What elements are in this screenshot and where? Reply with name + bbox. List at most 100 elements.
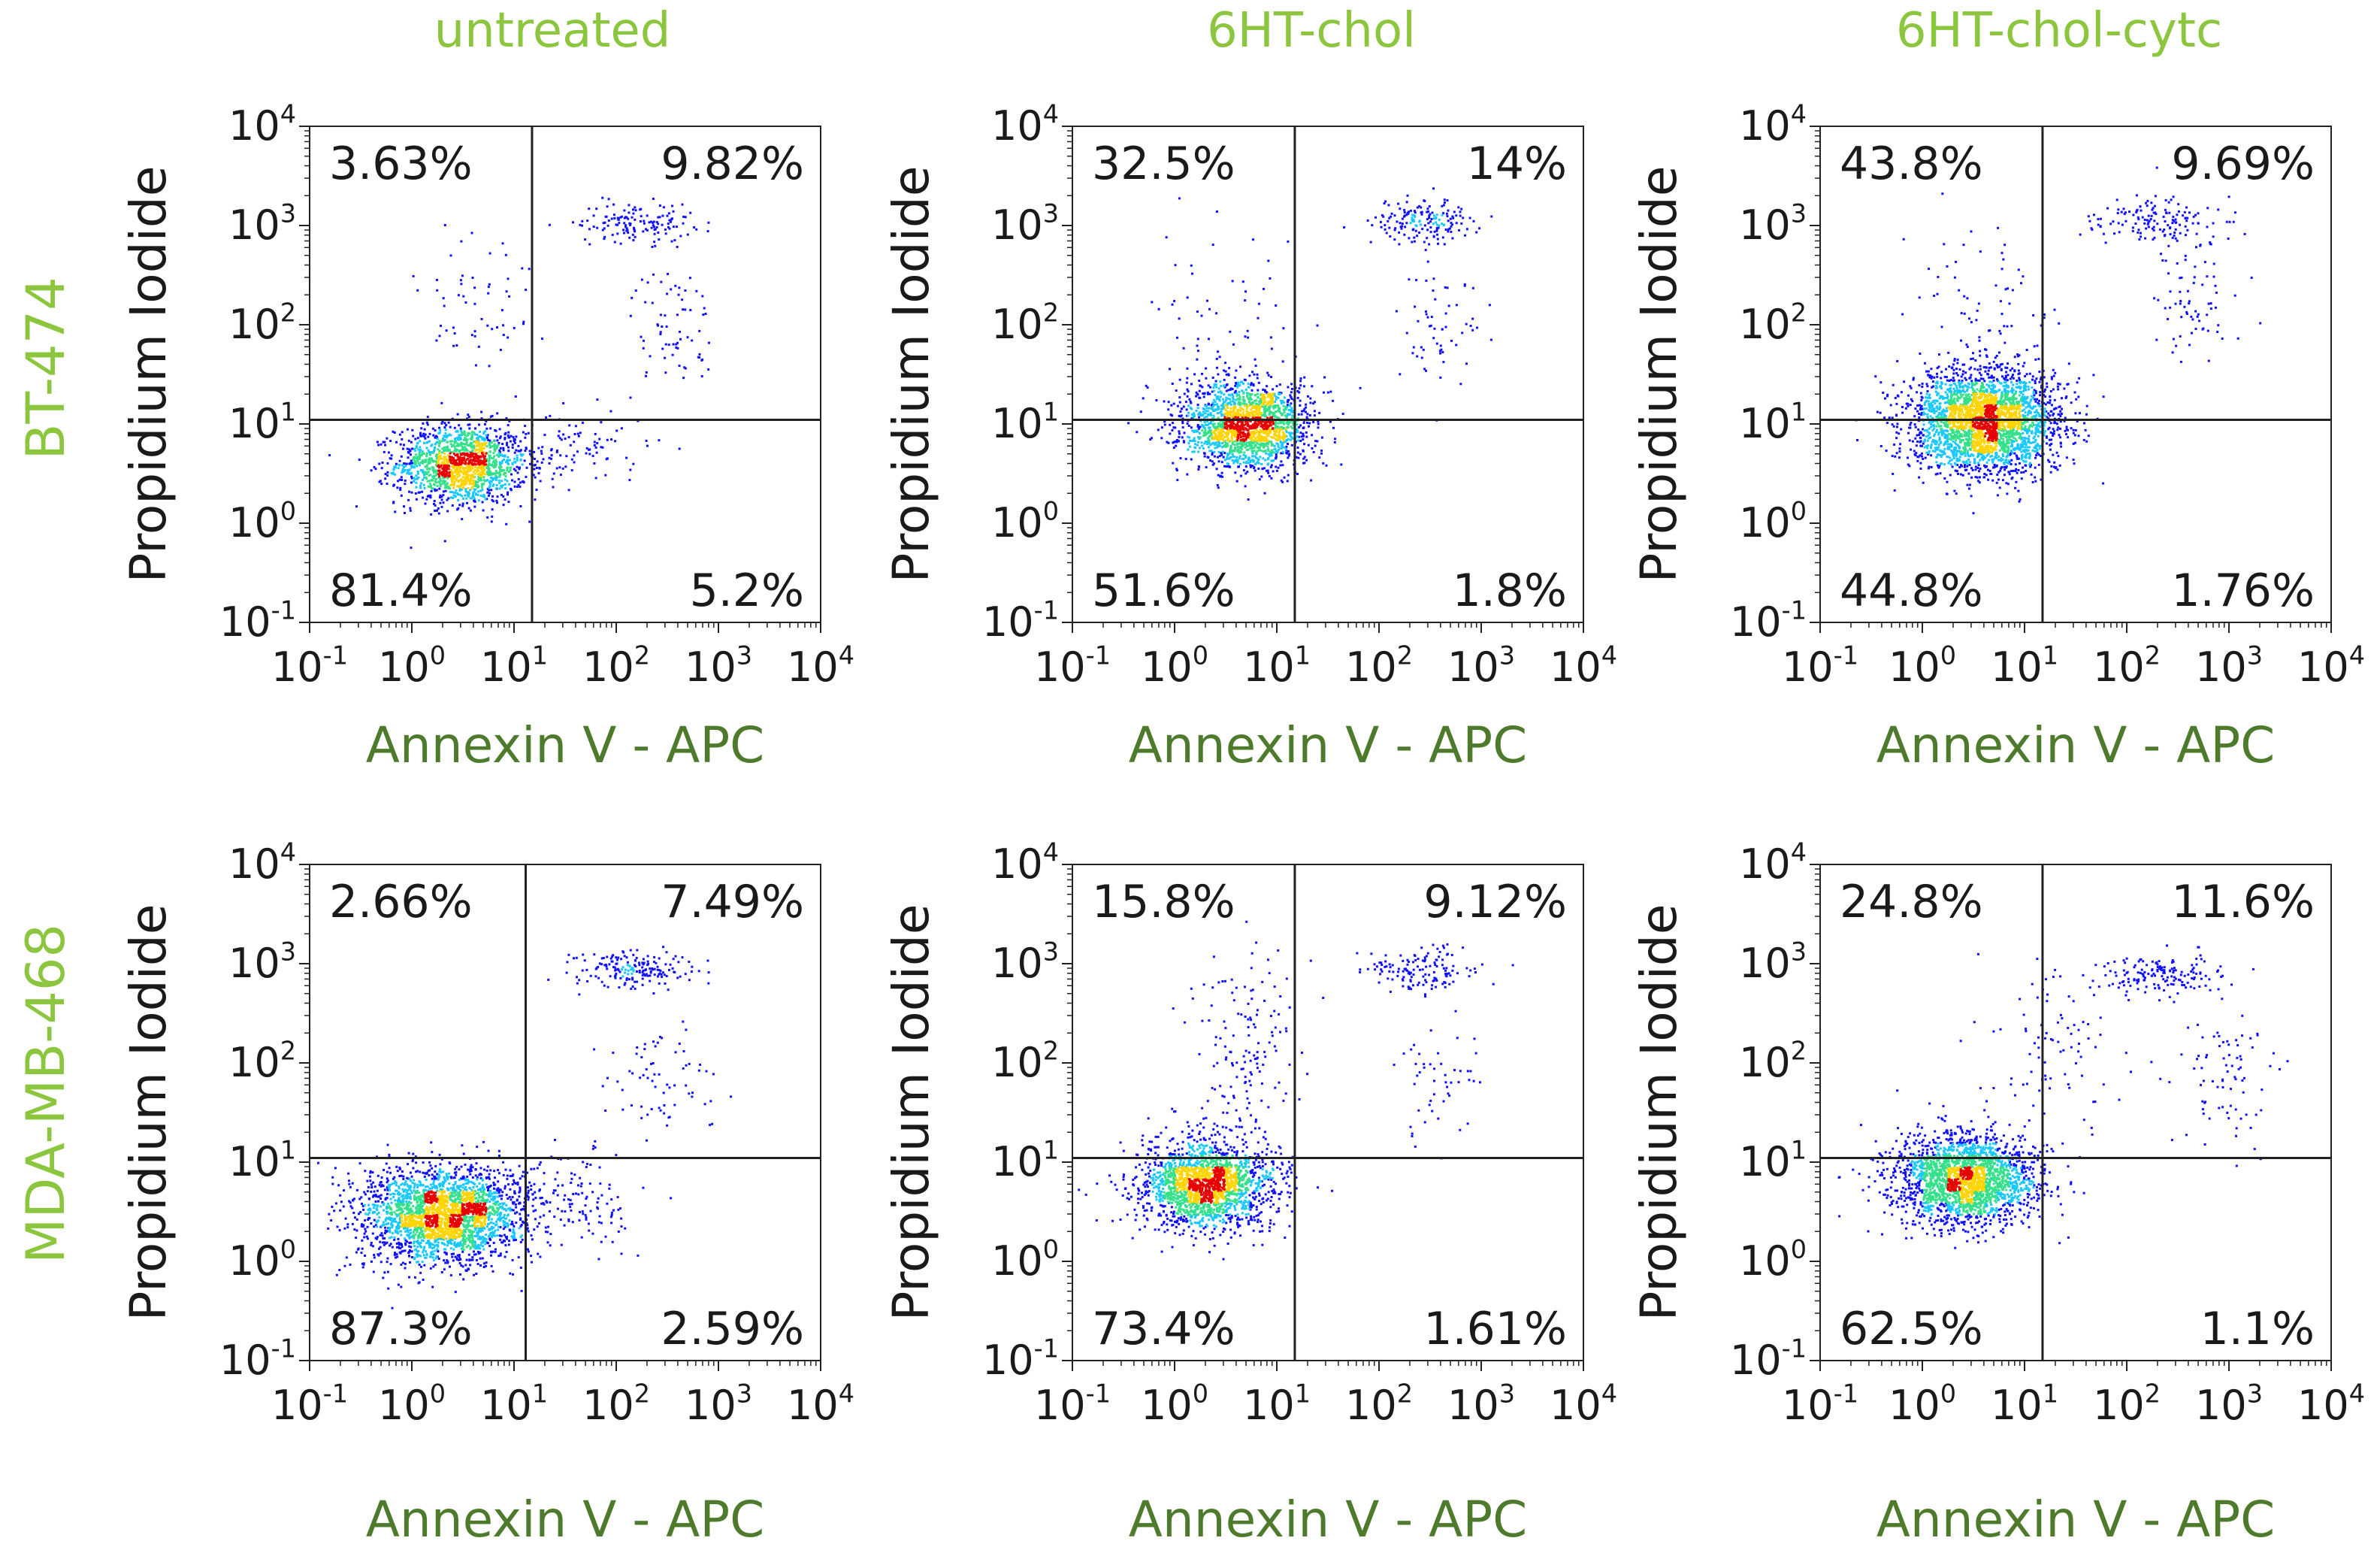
data-point <box>557 434 560 437</box>
data-point <box>1891 416 1894 419</box>
data-point <box>463 458 465 461</box>
data-point <box>1256 430 1259 433</box>
data-point <box>501 459 504 462</box>
data-point <box>425 447 428 450</box>
data-point <box>474 455 477 457</box>
data-point <box>2011 289 2014 292</box>
data-point <box>2212 262 2215 265</box>
data-point <box>518 468 521 471</box>
data-point <box>1435 342 1438 345</box>
data-point <box>1422 348 1425 351</box>
data-point <box>1188 439 1191 442</box>
data-point <box>1979 374 1982 377</box>
data-point <box>631 233 634 236</box>
data-point <box>1280 452 1283 455</box>
data-point <box>419 440 422 443</box>
data-point <box>373 466 376 469</box>
data-point <box>1388 216 1391 219</box>
data-point <box>1269 416 1272 419</box>
data-point <box>2047 459 2049 462</box>
data-point <box>428 440 431 443</box>
data-point <box>1233 401 1235 404</box>
data-point <box>400 476 403 479</box>
data-point <box>487 471 490 474</box>
data-point <box>1949 474 1952 477</box>
data-point <box>2149 218 2152 220</box>
data-point <box>1205 466 1208 469</box>
data-point <box>691 339 694 342</box>
data-point <box>2169 226 2172 229</box>
data-point <box>1948 365 1951 368</box>
data-point <box>1257 443 1260 446</box>
data-point <box>508 483 510 486</box>
data-point <box>1283 401 1286 404</box>
data-point <box>1240 424 1243 427</box>
data-point <box>466 449 469 452</box>
data-point <box>1205 416 1208 419</box>
data-point <box>491 498 494 501</box>
data-point <box>485 434 488 437</box>
data-point <box>414 437 417 440</box>
data-point <box>415 447 418 450</box>
data-point <box>1910 386 1913 389</box>
data-point <box>1979 476 1981 479</box>
data-point <box>1246 413 1249 416</box>
data-point <box>381 462 384 464</box>
plot-frame <box>1819 126 2332 623</box>
data-point <box>1284 405 1287 408</box>
row-labels: BT-474 MDA-MB-468 <box>15 277 77 1264</box>
data-point <box>1430 316 1433 319</box>
data-point <box>1974 468 1977 471</box>
data-point <box>1962 244 1965 247</box>
data-point <box>1225 396 1228 399</box>
data-point <box>1242 469 1245 472</box>
data-point <box>1218 444 1221 447</box>
data-point <box>437 452 440 455</box>
data-point <box>1211 404 1214 407</box>
data-point <box>1259 456 1262 459</box>
data-point <box>1208 403 1210 406</box>
data-point <box>2038 380 2041 383</box>
data-point <box>2115 198 2118 201</box>
data-point <box>1239 365 1241 368</box>
data-point <box>410 464 413 467</box>
data-point <box>1278 436 1281 439</box>
data-point <box>1245 413 1248 416</box>
data-point <box>409 509 412 512</box>
data-point <box>470 468 473 471</box>
data-point <box>2190 315 2193 318</box>
data-point <box>525 289 528 291</box>
data-point <box>496 495 499 498</box>
data-point <box>1196 350 1199 353</box>
data-point <box>2073 391 2076 394</box>
data-point <box>446 473 449 475</box>
data-point <box>1996 494 1999 497</box>
data-point <box>684 289 687 292</box>
data-point <box>558 437 561 440</box>
data-point <box>467 507 470 510</box>
data-point <box>1267 462 1270 465</box>
data-point <box>1968 317 1970 320</box>
data-point <box>1275 404 1278 407</box>
data-point <box>1245 437 1248 439</box>
data-point <box>495 435 498 438</box>
data-point <box>1233 456 1235 459</box>
data-point <box>1254 437 1257 440</box>
data-point <box>513 485 516 488</box>
data-point <box>2206 207 2209 210</box>
data-point <box>629 396 632 399</box>
data-point <box>1197 436 1199 439</box>
data-point <box>1999 363 2002 366</box>
data-point <box>410 472 413 475</box>
data-point <box>1297 456 1300 459</box>
data-point <box>495 453 498 456</box>
data-point <box>2050 404 2053 407</box>
data-point <box>488 458 491 460</box>
data-point <box>435 453 438 456</box>
data-point <box>1214 429 1217 432</box>
data-point <box>503 473 505 476</box>
data-point <box>452 453 455 455</box>
data-point <box>1435 229 1438 232</box>
data-point <box>1251 447 1254 450</box>
data-point <box>458 489 461 492</box>
